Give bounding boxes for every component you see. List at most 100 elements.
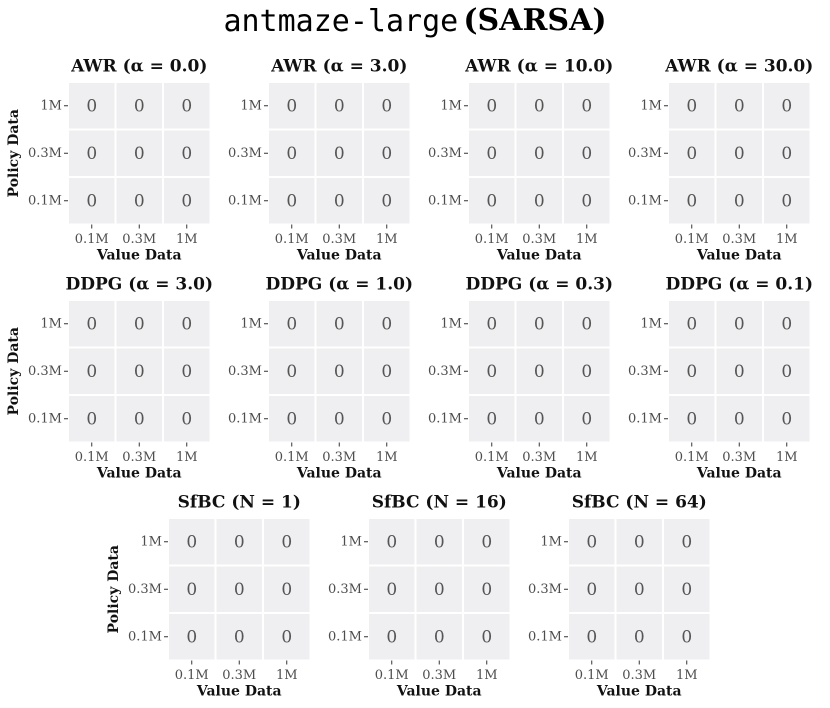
cell-label: 0 <box>686 191 697 211</box>
cell <box>164 178 210 224</box>
cell <box>516 130 562 176</box>
x-tick-label: 0.1M <box>475 450 509 465</box>
y-tick-label: 0.1M <box>28 193 62 208</box>
panel-title: AWR (α = 0.0) <box>70 57 207 77</box>
y-tick-label: 0.1M <box>528 629 562 644</box>
cell <box>716 348 762 394</box>
cell-label: 0 <box>381 144 392 164</box>
cell-label: 0 <box>86 409 97 429</box>
cell <box>764 130 810 176</box>
panel-title: SfBC (N = 16) <box>372 493 507 513</box>
cell <box>316 348 362 394</box>
cell-label: 0 <box>286 96 297 116</box>
cell <box>469 396 515 442</box>
cell-label: 0 <box>686 409 697 429</box>
y-axis-label: Policy Data <box>6 109 22 197</box>
cell-label: 0 <box>581 96 592 116</box>
cell <box>516 178 562 224</box>
y-tick-label: 0.3M <box>528 582 562 597</box>
cell-label: 0 <box>586 580 597 600</box>
cell <box>669 83 715 129</box>
cell-label: 0 <box>334 362 345 382</box>
cell-label: 0 <box>581 191 592 211</box>
y-tick-label: 1M <box>640 316 662 331</box>
cell-label: 0 <box>381 191 392 211</box>
panel-title: AWR (α = 10.0) <box>464 57 613 77</box>
cell-label: 0 <box>286 409 297 429</box>
cell <box>269 83 315 129</box>
x-tick-label: 0.1M <box>275 232 309 247</box>
cell <box>564 301 610 347</box>
x-tick-label: 0.3M <box>722 232 756 247</box>
cell-label: 0 <box>381 96 392 116</box>
cell-label: 0 <box>381 409 392 429</box>
y-tick-label: 1M <box>340 534 362 549</box>
x-tick-label: 0.3M <box>122 232 156 247</box>
cell <box>764 178 810 224</box>
cell <box>516 301 562 347</box>
cell-label: 0 <box>186 627 197 647</box>
x-tick-label: 0.1M <box>75 450 109 465</box>
cell <box>669 178 715 224</box>
cell-label: 0 <box>481 532 492 552</box>
cell <box>764 83 810 129</box>
cell <box>369 614 415 660</box>
cell <box>69 348 115 394</box>
x-axis-label: Value Data <box>296 466 382 482</box>
cell-label: 0 <box>181 191 192 211</box>
cell-label: 0 <box>181 96 192 116</box>
cell <box>464 566 510 612</box>
cell-label: 0 <box>534 409 545 429</box>
cell-label: 0 <box>134 144 145 164</box>
y-tick-label: 1M <box>440 316 462 331</box>
cell <box>269 178 315 224</box>
panel-title: DDPG (α = 1.0) <box>265 275 413 295</box>
y-tick-label: 0.1M <box>428 193 462 208</box>
x-tick-label: 0.1M <box>675 232 709 247</box>
cell-label: 0 <box>434 580 445 600</box>
panel-title: SfBC (N = 1) <box>178 493 301 513</box>
x-tick-label: 0.1M <box>275 450 309 465</box>
cell <box>616 519 662 565</box>
cell-label: 0 <box>86 362 97 382</box>
x-tick-label: 1M <box>676 668 698 683</box>
cell <box>364 301 410 347</box>
x-tick-label: 1M <box>776 232 798 247</box>
cell <box>164 348 210 394</box>
cell <box>564 396 610 442</box>
cell-label: 0 <box>781 144 792 164</box>
cell <box>469 301 515 347</box>
y-tick-label: 0.1M <box>128 629 162 644</box>
title-main: antmaze-large <box>223 4 458 39</box>
cell-label: 0 <box>534 96 545 116</box>
y-axis-label: Policy Data <box>6 327 22 415</box>
cell <box>69 130 115 176</box>
panel-title: DDPG (α = 0.3) <box>465 275 613 295</box>
x-tick-label: 0.1M <box>675 450 709 465</box>
y-tick-label: 0.3M <box>628 364 662 379</box>
cell-label: 0 <box>581 409 592 429</box>
x-tick-label: 1M <box>276 668 298 683</box>
y-tick-label: 0.1M <box>628 193 662 208</box>
y-tick-label: 1M <box>440 98 462 113</box>
cell-label: 0 <box>134 409 145 429</box>
title-method: (SARSA) <box>463 3 606 38</box>
x-tick-label: 0.3M <box>722 450 756 465</box>
x-axis-label: Value Data <box>696 248 782 264</box>
cell <box>669 130 715 176</box>
cell-label: 0 <box>781 96 792 116</box>
x-tick-label: 0.1M <box>75 232 109 247</box>
cell <box>364 83 410 129</box>
cell <box>464 519 510 565</box>
cell-label: 0 <box>781 409 792 429</box>
cell-label: 0 <box>634 532 645 552</box>
cell-label: 0 <box>234 627 245 647</box>
cell-label: 0 <box>134 191 145 211</box>
panel-title: DDPG (α = 0.1) <box>665 275 813 295</box>
cell <box>716 130 762 176</box>
cell-label: 0 <box>781 362 792 382</box>
cell <box>569 519 615 565</box>
cell <box>516 396 562 442</box>
y-tick-label: 1M <box>40 316 62 331</box>
y-tick-label: 1M <box>640 98 662 113</box>
